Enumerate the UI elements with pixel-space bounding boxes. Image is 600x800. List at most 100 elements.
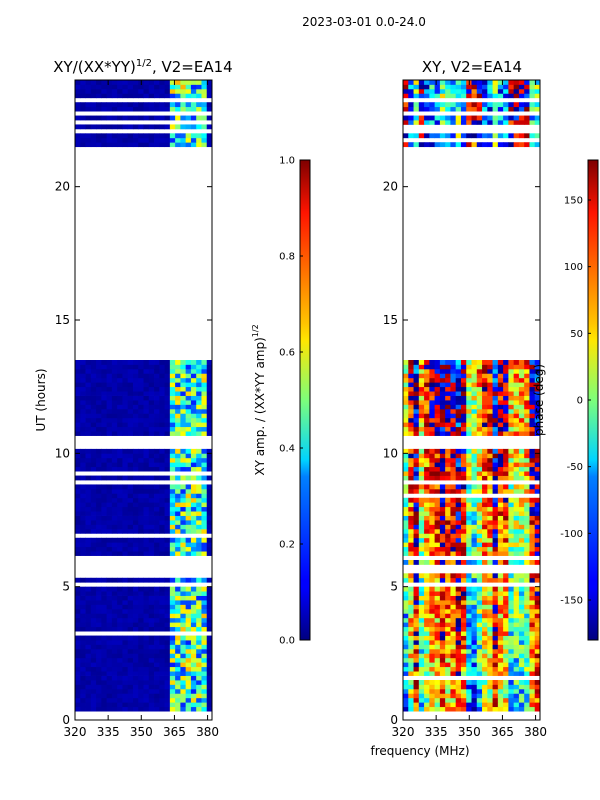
heatmap-cell [497, 502, 504, 508]
heatmap-cell [534, 595, 541, 601]
heatmap-cell [450, 106, 457, 112]
heatmap-cell [534, 106, 541, 112]
heatmap-cell [513, 697, 520, 703]
heatmap-cell [190, 524, 197, 530]
heatmap-cell [164, 422, 171, 428]
heatmap-cell [117, 475, 123, 481]
heatmap-cell [503, 635, 509, 641]
heatmap-cell [138, 626, 144, 632]
heatmap-cell [482, 368, 488, 374]
heatmap-cell [80, 404, 86, 410]
heatmap-cell [413, 608, 420, 614]
heatmap-cell [518, 666, 525, 672]
heatmap-cell [513, 386, 520, 392]
heatmap-cell [175, 466, 181, 472]
heatmap-cell [75, 364, 81, 370]
heatmap-cell [143, 502, 150, 508]
heatmap-cell [476, 528, 483, 534]
heatmap-cell [413, 373, 420, 379]
heatmap-cell [154, 102, 160, 108]
heatmap-cell [206, 577, 213, 583]
heatmap-cell [132, 462, 139, 468]
heatmap-cell [476, 475, 483, 481]
heatmap-cell [196, 502, 202, 508]
heatmap-cell [127, 622, 134, 628]
heatmap-cell [132, 395, 139, 401]
heatmap-cell [434, 560, 441, 565]
heatmap-cell [487, 520, 493, 525]
heatmap-cell [143, 84, 150, 90]
heatmap-cell [169, 680, 176, 685]
heatmap-cell [503, 368, 509, 374]
heatmap-cell [476, 693, 483, 699]
heatmap-cell [418, 413, 425, 419]
heatmap-cell [122, 93, 129, 99]
heatmap-cell [529, 417, 536, 423]
heatmap-cell [148, 413, 155, 419]
heatmap-cell [524, 120, 530, 125]
heatmap-cell [180, 102, 187, 108]
heatmap-cell [403, 133, 409, 139]
heatmap-cell [164, 591, 171, 596]
heatmap-cell [164, 706, 171, 712]
heatmap-cell [466, 595, 472, 601]
heatmap-cell [471, 88, 478, 94]
heatmap-cell [75, 604, 81, 610]
heatmap-cell [196, 488, 202, 494]
heatmap-cell [196, 497, 202, 503]
heatmap-cell [180, 422, 187, 428]
heatmap-cell [75, 84, 81, 90]
heatmap-cell [471, 457, 478, 463]
heatmap-cell [106, 617, 113, 623]
heatmap-cell [460, 408, 467, 414]
heatmap-cell [206, 595, 213, 601]
heatmap-cell [143, 657, 150, 663]
heatmap-cell [429, 413, 436, 419]
heatmap-cell [169, 653, 176, 659]
heatmap-cell [450, 457, 457, 463]
heatmap-cell [148, 622, 155, 628]
heatmap-cell [508, 142, 515, 148]
heatmap-cell [408, 115, 414, 121]
heatmap-cell [138, 693, 144, 699]
heatmap-cell [206, 422, 213, 428]
heatmap-cell [101, 488, 108, 494]
heatmap-cell [450, 662, 457, 668]
heatmap-cell [403, 360, 409, 365]
heatmap-cell [534, 600, 541, 605]
heatmap-cell [497, 640, 504, 645]
heatmap-cell [164, 462, 171, 468]
heatmap-cell [434, 502, 441, 508]
heatmap-cell [164, 413, 171, 419]
heatmap-cell [418, 462, 425, 468]
heatmap-cell [132, 400, 139, 405]
heatmap-cell [80, 395, 86, 401]
heatmap-cell [201, 84, 208, 90]
heatmap-cell [450, 684, 457, 690]
heatmap-cell [164, 124, 171, 130]
heatmap-cell [455, 448, 462, 454]
heatmap-cell [513, 88, 520, 94]
heatmap-cell [513, 688, 520, 694]
heatmap-cell [148, 680, 155, 685]
heatmap-cell [513, 453, 520, 459]
heatmap-cell [85, 400, 92, 405]
heatmap-cell [122, 475, 129, 481]
heatmap-cell [75, 422, 81, 428]
heatmap-cell [127, 404, 134, 410]
heatmap-cell [117, 537, 123, 543]
heatmap-cell [434, 93, 441, 99]
heatmap-cell [429, 115, 436, 121]
heatmap-cell [175, 542, 181, 548]
heatmap-cell [143, 666, 150, 672]
heatmap-cell [90, 586, 97, 592]
heatmap-cell [148, 466, 155, 472]
heatmap-cell [492, 368, 499, 374]
heatmap-cell [450, 102, 457, 108]
heatmap-cell [471, 613, 478, 619]
heatmap-cell [403, 684, 409, 690]
heatmap-cell [185, 635, 192, 641]
heatmap-cell [196, 671, 202, 676]
heatmap-cell [159, 600, 165, 605]
heatmap-cell [445, 120, 451, 125]
